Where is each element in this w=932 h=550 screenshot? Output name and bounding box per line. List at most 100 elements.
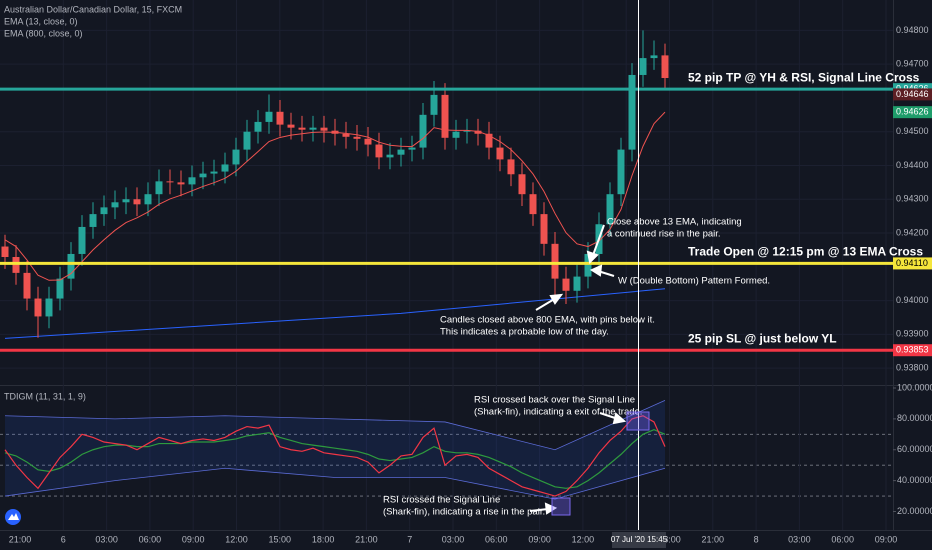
chart-title: Australian Dollar/Canadian Dollar, 15, F…: [4, 4, 182, 14]
candle-body: [342, 133, 350, 137]
candle-body: [496, 147, 504, 160]
price-tag-bg: [893, 257, 932, 270]
price-tag: 0.94646: [896, 89, 929, 99]
candle-body: [485, 133, 493, 148]
candle-body: [155, 181, 163, 195]
candle-body: [45, 298, 53, 317]
candle-body: [144, 194, 152, 205]
y-tick-label: 40.00000: [897, 475, 932, 485]
candle-body: [34, 298, 42, 317]
x-tick-label: 21:00: [9, 534, 32, 544]
arrows: [529, 224, 627, 515]
y-tick-label: 20.00000: [897, 506, 932, 516]
y-tick-label: 0.94200: [896, 227, 929, 237]
y-tick-label: 80.00000: [897, 413, 932, 423]
candle-body: [320, 127, 328, 131]
candle-body: [221, 164, 229, 172]
oscillator-title: TDIGM (11, 31, 1, 9): [4, 391, 86, 401]
candle-body: [23, 272, 31, 299]
candle-body: [375, 144, 383, 158]
x-tick-label: 03:00: [95, 534, 118, 544]
annotation: (Shark-fin), indicating a exit of the tr…: [474, 407, 642, 418]
candle-body: [518, 174, 526, 195]
candle-body: [199, 173, 207, 178]
candle-body: [441, 94, 449, 138]
x-tick-label: 09:00: [182, 534, 205, 544]
candle-body: [309, 127, 317, 130]
crosshair-label: 07 Jul '20 15:45: [611, 535, 668, 544]
price-tag-bg: [893, 88, 932, 101]
level-note: 25 pip SL @ just below YL: [688, 331, 837, 345]
candle-body: [452, 131, 460, 138]
candle-body: [386, 154, 394, 158]
candle-body: [89, 214, 97, 227]
candle-body: [166, 181, 174, 183]
candle-body: [584, 253, 592, 277]
annotation: This indicates a probable low of the day…: [440, 327, 609, 338]
candle-body: [606, 194, 614, 225]
annotation: Close above 13 EMA, indicating: [607, 217, 742, 228]
annotation: W (Double Bottom) Pattern Formed.: [618, 276, 770, 287]
y-tick-label: 100.00000: [897, 382, 932, 392]
candle-body: [298, 127, 306, 130]
y-tick-label: 0.94800: [896, 25, 929, 35]
y-tick-label: 60.00000: [897, 444, 932, 454]
candle-body: [1, 246, 9, 258]
annotation: RSI crossed the Signal Line: [383, 495, 500, 506]
price-tag-bg: [893, 344, 932, 357]
x-tick-label: 7: [407, 534, 412, 544]
x-tick-label: 03:00: [442, 534, 465, 544]
candle-body: [562, 278, 570, 291]
band-upper: [4, 399, 666, 451]
candle-body: [276, 111, 284, 125]
candle-body: [287, 124, 295, 128]
candle-body: [177, 182, 185, 185]
highlight-box: [626, 411, 650, 431]
y-tick-label: 0.93800: [896, 362, 929, 372]
candle-body: [111, 202, 119, 208]
candle-body: [232, 149, 240, 165]
candle-body: [188, 177, 196, 185]
x-tick-label: 21:00: [355, 534, 378, 544]
x-tick-label: 06:00: [831, 534, 854, 544]
candle-body: [617, 149, 625, 195]
candle-body: [100, 207, 108, 215]
annotation: Candles closed above 800 EMA, with pins …: [440, 315, 655, 326]
price-tag: 0.94110: [896, 258, 928, 268]
x-tick-label: 09:00: [528, 534, 551, 544]
candle-body: [430, 94, 438, 115]
candle-body: [56, 278, 64, 299]
y-tick-label: 0.94400: [896, 160, 929, 170]
x-tick-label: 21:00: [702, 534, 725, 544]
candle-body: [507, 159, 515, 175]
candle-body: [133, 199, 141, 205]
candle-body: [628, 74, 636, 150]
candle-body: [265, 111, 273, 122]
x-tick-label: 06:00: [139, 534, 162, 544]
candle-body: [67, 253, 75, 279]
x-tick-label: 06:00: [485, 534, 508, 544]
x-tick-label: 18:00: [312, 534, 335, 544]
candle-body: [210, 171, 218, 174]
rsi-line: [4, 415, 666, 497]
x-tick-label: 12:00: [225, 534, 248, 544]
candle-body: [397, 149, 405, 155]
level-note: 52 pip TP @ YH & RSI, Signal Line Cross: [688, 70, 920, 84]
level-note: Trade Open @ 12:15 pm @ 13 EMA Cross: [688, 245, 923, 259]
annotation: (Shark-fin), indicating a rise in the pa…: [383, 507, 545, 518]
candle-body: [551, 243, 559, 279]
x-tick-label: 03:00: [788, 534, 811, 544]
candle-body: [122, 199, 130, 203]
candle-body: [474, 130, 482, 134]
band-lower: [4, 467, 666, 500]
price-tag-bg: [893, 106, 932, 119]
y-tick-label: 0.94300: [896, 194, 929, 204]
y-tick-label: 0.94700: [896, 59, 929, 69]
x-tick-label: 09:00: [875, 534, 898, 544]
logo-mark: [8, 513, 19, 520]
candle-body: [353, 136, 361, 139]
candle-body: [463, 130, 471, 132]
x-tick-label: 8: [754, 534, 759, 544]
